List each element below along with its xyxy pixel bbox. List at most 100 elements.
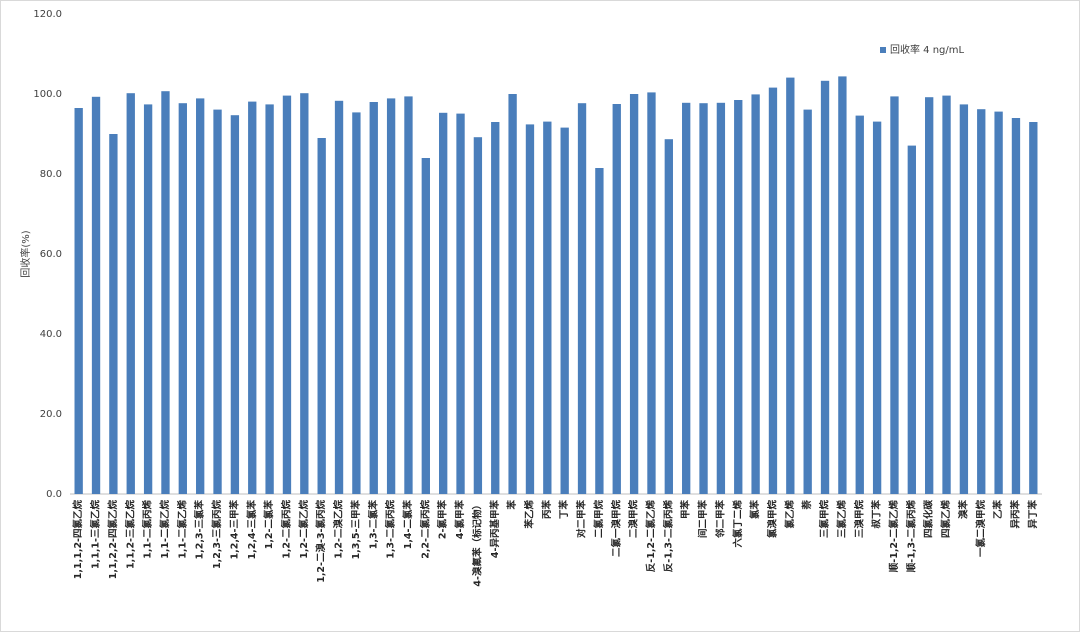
- bar: [230, 115, 240, 494]
- x-tick-label: 1,1-二氯乙烯: [176, 500, 188, 559]
- x-tick-label: 萘: [801, 500, 813, 511]
- x-tick-label: 叔丁苯: [871, 500, 883, 529]
- x-tick-label: 异丙苯: [1009, 500, 1021, 529]
- bar: [369, 102, 378, 494]
- bar: [682, 102, 691, 495]
- legend-label: 回收率 4 ng/mL: [890, 43, 965, 56]
- bar: [386, 98, 396, 495]
- x-tick-label: 顺-1,3-二氯丙烯: [905, 500, 917, 573]
- bar: [612, 104, 621, 494]
- x-tick-label: 1,1-二氯乙烷: [159, 500, 171, 559]
- x-tick-label: 1,2,3-三氯丙烷: [211, 500, 223, 569]
- x-tick-label: 三溴甲烷: [853, 500, 865, 539]
- x-tick-label: 四氯化碳: [923, 500, 935, 539]
- bar: [178, 103, 187, 494]
- bar: [126, 93, 135, 494]
- x-tick-label: 甲苯: [680, 500, 692, 520]
- bar: [91, 96, 101, 495]
- bar: [595, 168, 604, 494]
- x-tick-label: 反-1,3-二氯丙烯: [662, 500, 674, 573]
- x-tick-label: 2-氯甲苯: [437, 500, 449, 540]
- bar: [248, 101, 257, 494]
- bar: [751, 94, 760, 495]
- x-tick-label: 二溴甲烷: [628, 500, 640, 539]
- bar: [820, 80, 830, 495]
- x-tick-label: 对二甲苯: [576, 500, 588, 539]
- bar: [664, 139, 673, 494]
- x-tick-label: 1,1,2-三氯乙烷: [124, 500, 136, 569]
- x-tick-label: 1,1,1,2-四氯乙烷: [72, 500, 84, 580]
- bar: [456, 113, 465, 494]
- x-tick-label: 1,2-二氯丙烷: [280, 500, 292, 559]
- bar: [577, 103, 587, 494]
- x-tick-label: 苯: [506, 500, 518, 511]
- y-tick-label: 40.0: [40, 329, 62, 340]
- x-tick-label: 1,3-二氯丙烷: [385, 500, 397, 559]
- bar: [109, 134, 118, 494]
- x-tick-label: 1,2-二溴-3-氯丙烷: [315, 500, 327, 583]
- x-tick-label: 1,1,1-三氯乙烷: [90, 500, 102, 569]
- x-tick-label: 4-异丙基甲苯: [489, 500, 501, 559]
- bar: [977, 109, 986, 494]
- bar: [855, 115, 864, 494]
- bar: [560, 127, 569, 494]
- bar: [265, 104, 274, 495]
- x-tick-label: 顺-1,2-二氯乙烯: [888, 500, 900, 573]
- bar: [734, 100, 743, 494]
- bar: [334, 100, 344, 495]
- x-tick-label: 异丁苯: [1027, 500, 1039, 529]
- bar: [890, 96, 899, 495]
- bar: [768, 87, 778, 494]
- x-tick-label: 溴苯: [957, 500, 969, 520]
- y-axis-title: 回收率(%): [19, 230, 32, 277]
- x-tick-label: 1,3,5-三甲苯: [350, 500, 362, 560]
- bar: [786, 77, 795, 494]
- x-tick-label: 1,4-二氯苯: [402, 500, 414, 550]
- bar: [282, 95, 292, 494]
- bar: [959, 104, 969, 495]
- x-tick-label: 邻二甲苯: [714, 500, 726, 540]
- x-tick-label: 氯乙烯: [784, 500, 796, 529]
- bar: [421, 158, 430, 494]
- bar: [525, 124, 535, 495]
- x-tick-label: 1,3-二氯苯: [367, 500, 379, 550]
- bar: [213, 109, 222, 494]
- x-tick-label: 4-溴氟苯（标记物）: [471, 500, 483, 587]
- x-tick-label: 1,2,3-三氯苯: [194, 500, 206, 560]
- bar: [925, 97, 934, 494]
- bar: [942, 95, 951, 494]
- bar: [803, 109, 812, 494]
- x-tick-label: 1,2,4-三甲苯: [228, 500, 240, 560]
- x-tick-label: 1,2-二氯苯: [263, 500, 275, 550]
- x-tick-label: 丁苯: [558, 500, 570, 520]
- bar: [352, 112, 361, 495]
- bar: [404, 96, 413, 495]
- bar: [629, 94, 639, 494]
- x-tick-label: 乙苯: [992, 500, 1004, 520]
- x-tick-label: 苯乙烯: [523, 500, 535, 530]
- bar: [74, 108, 83, 494]
- bar: [439, 112, 448, 495]
- bar: [196, 98, 205, 495]
- bar: [543, 121, 552, 494]
- bar: [647, 92, 656, 495]
- x-tick-label: 二氯甲烷: [593, 500, 605, 539]
- x-tick-label: 1,1,2,2-四氯乙烷: [107, 500, 119, 580]
- x-tick-label: 4-氯甲苯: [454, 500, 466, 540]
- bar: [838, 76, 847, 495]
- bar: [317, 138, 326, 494]
- x-tick-label: 1,1-二氯丙烯: [142, 500, 154, 559]
- bar: [1029, 122, 1038, 494]
- x-tick-label: 二氯一溴甲烷: [610, 500, 622, 558]
- x-tick-label: 氯苯: [749, 500, 761, 520]
- x-tick-label: 四氯乙烯: [940, 500, 952, 539]
- legend-swatch: [880, 47, 886, 53]
- x-tick-label: 间二甲苯: [697, 500, 709, 539]
- x-tick-label: 六氯丁二烯: [732, 500, 744, 548]
- bar: [300, 93, 309, 494]
- x-tick-label: 1,2-二氯乙烷: [298, 500, 310, 559]
- x-tick-label: 1,2-二溴乙烷: [333, 500, 345, 559]
- bar: [491, 122, 500, 494]
